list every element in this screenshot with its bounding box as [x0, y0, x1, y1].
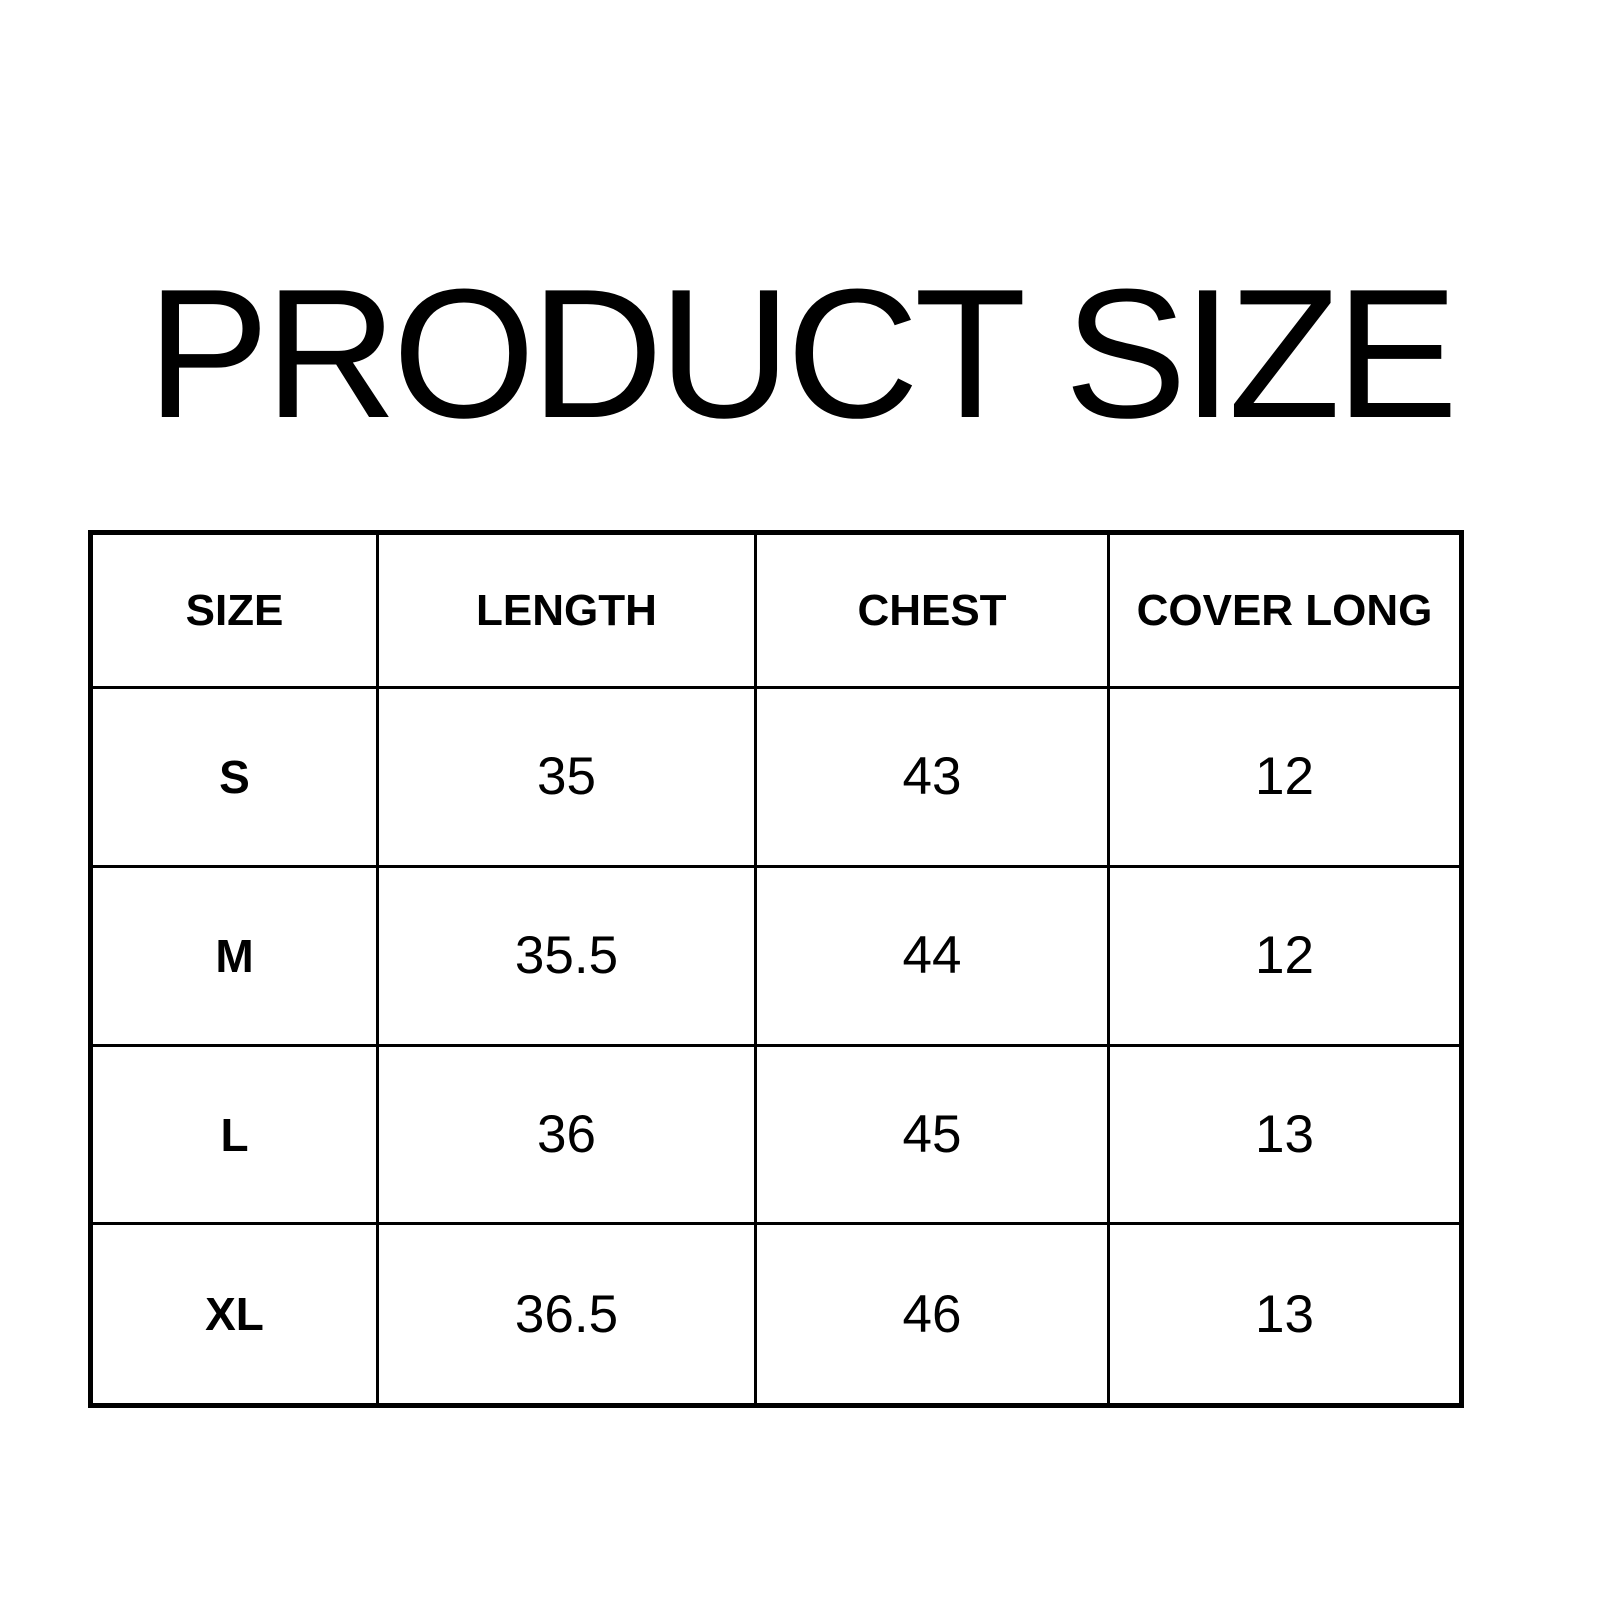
- length-cell: 36: [376, 1043, 757, 1226]
- chest-cell: 46: [754, 1222, 1110, 1407]
- size-cell: S: [89, 686, 379, 868]
- header-cell-chest: CHEST: [754, 531, 1110, 689]
- size-cell: M: [89, 864, 379, 1047]
- table-row-xl: XL 36.5 46 13: [89, 1222, 1463, 1407]
- table-row-l: L 36 45 13: [89, 1043, 1463, 1226]
- cover-long-cell: 13: [1107, 1043, 1463, 1226]
- chest-cell: 44: [754, 864, 1110, 1047]
- header-row: SIZE LENGTH CHEST COVER LONG: [89, 531, 1463, 689]
- header-cell-length: LENGTH: [376, 531, 757, 689]
- size-table-header: SIZE LENGTH CHEST COVER LONG: [89, 531, 1463, 689]
- size-table: SIZE LENGTH CHEST COVER LONG S 35 43 12 …: [88, 530, 1464, 1408]
- chest-cell: 45: [754, 1043, 1110, 1226]
- table-row-m: M 35.5 44 12: [89, 864, 1463, 1047]
- length-cell: 35: [376, 686, 757, 868]
- page-title: PRODUCT SIZE: [146, 250, 1459, 456]
- size-cell: XL: [89, 1222, 379, 1407]
- cover-long-cell: 13: [1107, 1222, 1463, 1407]
- cover-long-cell: 12: [1107, 686, 1463, 868]
- length-cell: 36.5: [376, 1222, 757, 1407]
- header-cell-size: SIZE: [89, 531, 379, 689]
- header-cell-cover-long: COVER LONG: [1107, 531, 1463, 689]
- size-table-body: S 35 43 12 M 35.5 44 12 L 36 45 13 XL 36…: [89, 686, 1463, 1407]
- cover-long-cell: 12: [1107, 864, 1463, 1047]
- size-cell: L: [89, 1043, 379, 1226]
- chest-cell: 43: [754, 686, 1110, 868]
- length-cell: 35.5: [376, 864, 757, 1047]
- table-row-s: S 35 43 12: [89, 686, 1463, 868]
